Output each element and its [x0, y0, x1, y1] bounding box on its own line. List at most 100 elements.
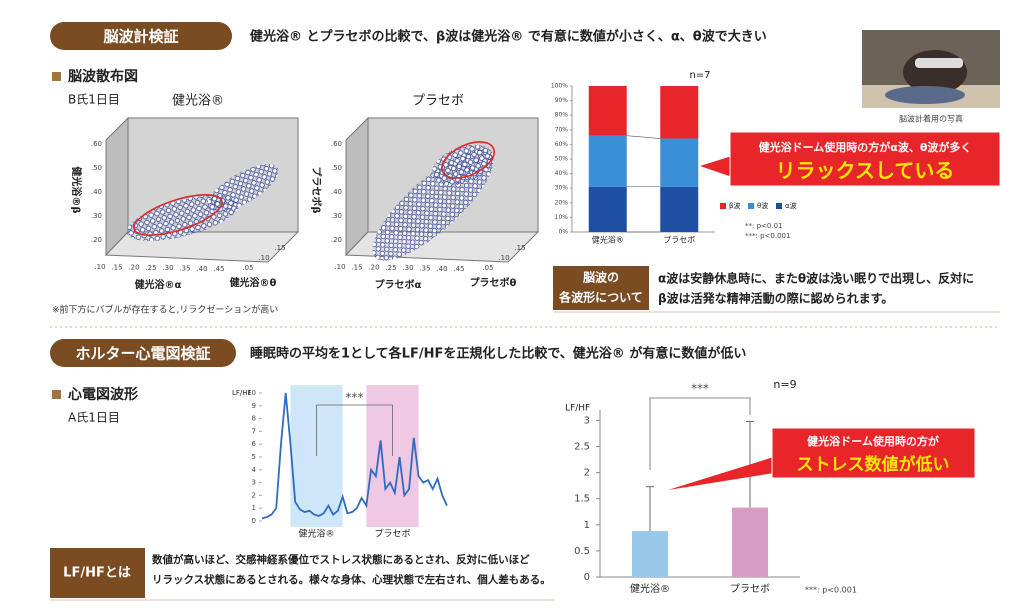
subject: B氏1日目 — [68, 93, 120, 107]
point-cloud — [207, 164, 279, 212]
badge-text: 脳波計検証 — [103, 28, 178, 46]
bracket — [649, 397, 751, 470]
bar-segment — [588, 135, 627, 187]
y-tick-label: 1 — [584, 520, 590, 531]
x-tick-label: .25 — [145, 264, 156, 272]
x-tick-label: プラセボ — [663, 236, 695, 245]
x-tick-label: .15 — [111, 263, 122, 271]
info-label — [50, 548, 145, 598]
y-tick-label: 7 — [252, 427, 256, 435]
x-tick-label: .40 — [196, 265, 207, 273]
x-tick-label: .20 — [128, 264, 139, 272]
axis-label: プラセボθ — [470, 276, 517, 289]
x-tick-label: .35 — [179, 265, 190, 273]
y-tick-label: 0 — [252, 517, 256, 525]
y-tick-label: 1 — [252, 504, 256, 512]
y-tick-label: 20% — [555, 199, 569, 206]
y-tick-label: .30 — [331, 212, 342, 220]
subject: A氏1日目 — [68, 411, 120, 425]
legend-swatch — [748, 203, 754, 209]
y-tick-label: .50 — [91, 164, 102, 172]
bar — [632, 531, 668, 577]
y-tick-label: 10% — [555, 214, 569, 221]
info-label-text: LF/HFとは — [63, 566, 131, 581]
y-tick-label: 1.5 — [574, 494, 590, 505]
significance: ** — [638, 202, 650, 215]
info-text: α波は安静休息時に、またθ波は浅い眠りで出現し、反対に — [658, 271, 974, 286]
note: ※前下方にバブルが存在すると,リラクゼーションが高い — [52, 304, 278, 316]
side-wall — [345, 116, 369, 257]
heading: 心電図波形 — [68, 386, 138, 403]
bracket — [316, 404, 393, 456]
connector — [626, 135, 661, 139]
y-tick-label: 40% — [555, 170, 569, 177]
legend-label: α波 — [785, 201, 797, 210]
marker — [52, 72, 61, 81]
badge — [50, 339, 236, 367]
marker — [52, 390, 61, 399]
callout-text: 健光浴ドーム使用時の方が — [807, 434, 939, 448]
x-tick-label: .40 — [436, 265, 447, 273]
y-tick-label: 3 — [252, 479, 256, 487]
y-tick-label: .60 — [331, 140, 342, 148]
callout-pointer — [668, 455, 780, 490]
significance: *** — [635, 104, 652, 117]
y-tick-label: .50 — [331, 164, 342, 172]
y-tick-label: 0 — [584, 572, 590, 583]
z-tick-label: .05 — [242, 264, 253, 272]
bar-segment — [660, 138, 699, 187]
y-tick-label: 0.5 — [574, 546, 590, 557]
n-label: n=7 — [689, 70, 710, 81]
y-tick-label: .40 — [91, 188, 102, 196]
callout — [729, 131, 1001, 187]
info-label-text: 脳波の — [583, 270, 619, 285]
highlight-ellipse — [133, 194, 223, 236]
photo-arm — [885, 86, 965, 104]
caption: 脳波計着用の写真 — [899, 114, 963, 124]
bar-segment — [588, 86, 627, 136]
callout-pointer — [700, 155, 735, 178]
legend-label: θ波 — [757, 201, 768, 210]
axis-label: プラセボα — [375, 278, 422, 291]
highlight-ellipse — [441, 141, 495, 179]
point-cloud — [432, 144, 494, 186]
line — [261, 392, 448, 520]
y-tick-label: 2 — [584, 468, 590, 479]
significance: *** — [346, 391, 364, 405]
y-tick-label: 5 — [252, 453, 256, 461]
x-tick-label: プラセボ — [730, 583, 770, 595]
y-tick-label: 60% — [555, 141, 569, 148]
band-label: 健光浴® — [299, 528, 335, 540]
z-tick-label: .15 — [274, 244, 285, 252]
significance: *** — [635, 154, 652, 167]
badge-text: ホルター心電図検証 — [75, 345, 210, 363]
photo-device — [915, 58, 963, 68]
x-tick-label: .30 — [402, 264, 413, 272]
info-label — [553, 266, 649, 310]
x-tick-label: .35 — [419, 265, 430, 273]
z-tick-label: .15 — [514, 244, 525, 252]
bar-segment — [588, 186, 627, 232]
legend-swatch — [720, 203, 726, 209]
y-tick-label: 30% — [555, 185, 569, 192]
axis-label: 健光浴®θ — [230, 276, 277, 289]
callout-emphasis: ストレス数値が低い — [797, 454, 950, 475]
significance: *** — [691, 382, 709, 396]
x-tick-label: .10 — [334, 263, 345, 271]
axis-label: 健光浴®β — [70, 166, 83, 213]
bar-segment — [660, 186, 699, 232]
y-tick-label: .20 — [91, 236, 102, 244]
y-tick-label: .40 — [331, 188, 342, 196]
info-text: 数値が高いほど、交感神経系優位でストレス状態にあるとされ、反対に低いほど — [151, 553, 530, 566]
z-tick-label: .05 — [482, 264, 493, 272]
side-wall — [105, 116, 129, 257]
x-tick-label: .15 — [351, 263, 362, 271]
headline: 健光浴® とプラセボの比較で、β波は健光浴® で有意に数値が小さく、α、θ波で大… — [250, 29, 767, 45]
x-tick-label: .25 — [385, 264, 396, 272]
y-tick-label: 50% — [555, 156, 569, 163]
y-tick-label: 2.5 — [574, 442, 590, 453]
axis-label: LF/HF — [232, 389, 252, 397]
y-tick-label: .60 — [91, 140, 102, 148]
y-tick-label: 4 — [252, 466, 257, 474]
y-tick-label: 100% — [551, 83, 568, 90]
